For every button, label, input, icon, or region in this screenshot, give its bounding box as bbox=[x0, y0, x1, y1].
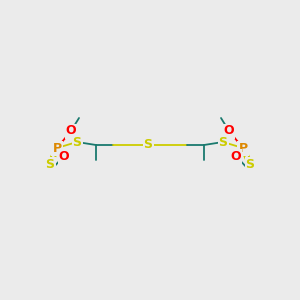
Text: O: O bbox=[59, 149, 69, 163]
Text: O: O bbox=[224, 124, 234, 137]
Text: P: P bbox=[52, 142, 62, 154]
Text: O: O bbox=[66, 124, 76, 137]
Text: S: S bbox=[73, 136, 82, 148]
Text: S: S bbox=[218, 136, 227, 148]
Text: P: P bbox=[238, 142, 247, 154]
Text: O: O bbox=[231, 149, 241, 163]
Text: S: S bbox=[143, 139, 152, 152]
Text: S: S bbox=[46, 158, 55, 170]
Text: S: S bbox=[245, 158, 254, 170]
